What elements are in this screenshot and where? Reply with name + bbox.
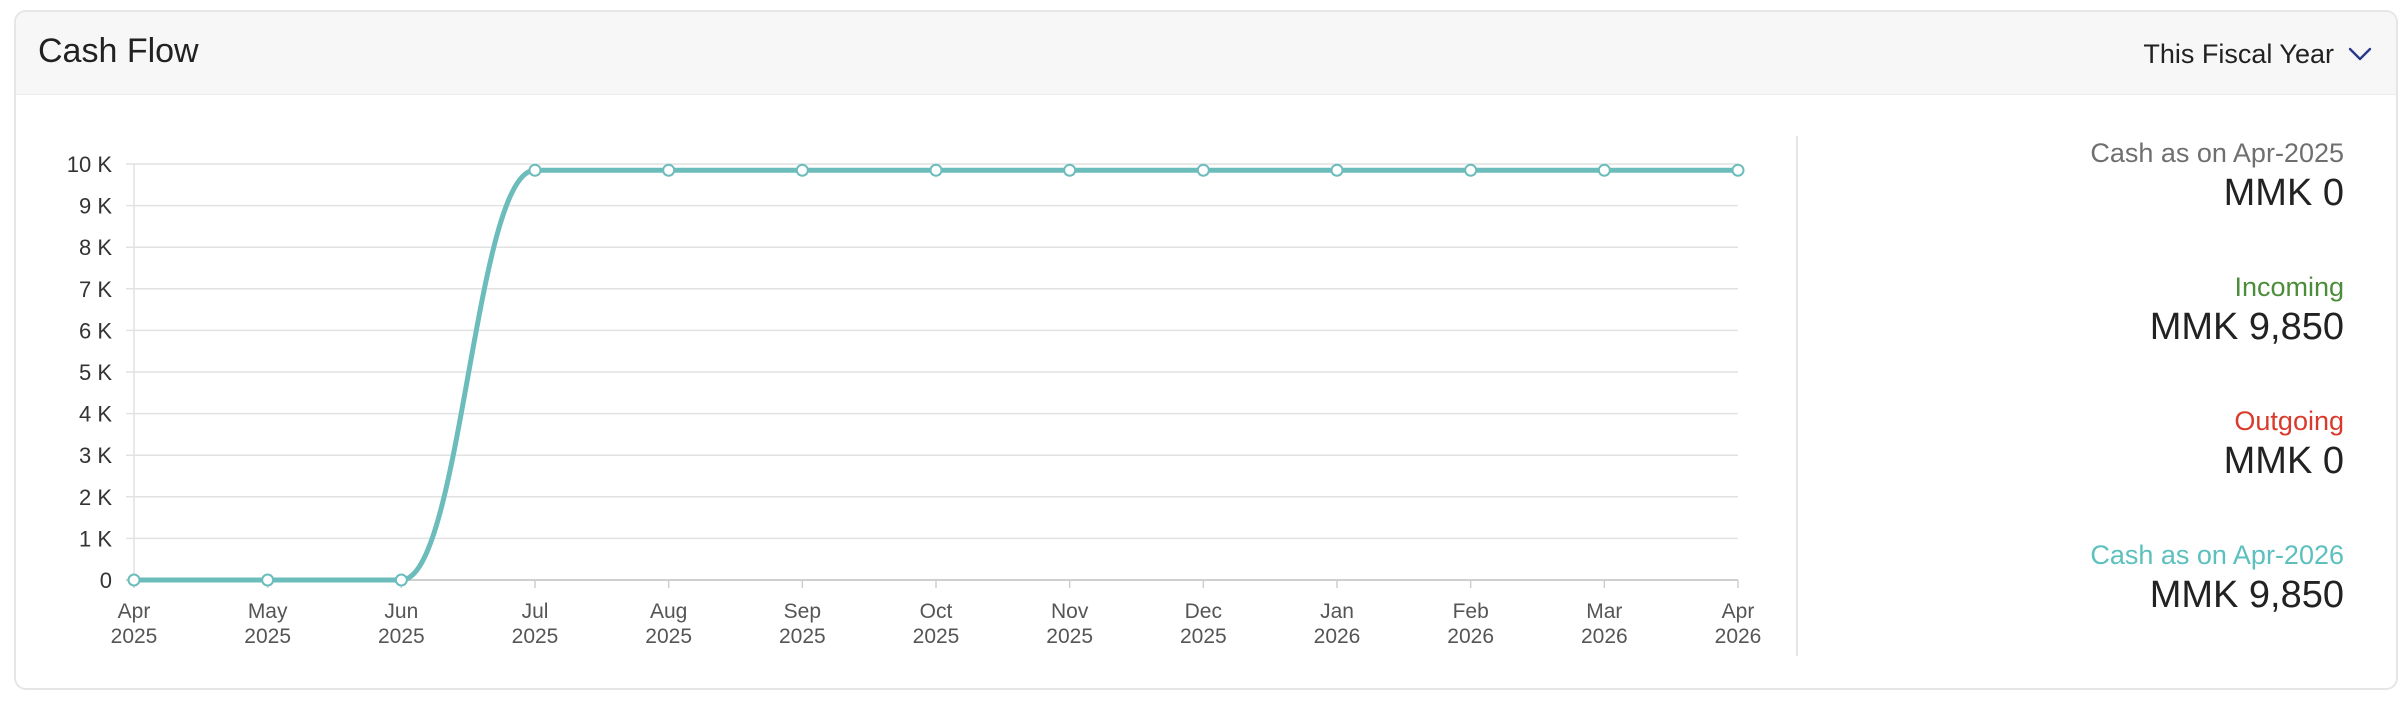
x-tick-month: Aug [650, 600, 687, 623]
x-tick-month: Jul [522, 600, 549, 623]
data-point [1196, 163, 1210, 177]
x-tick-month: Jun [384, 600, 418, 623]
opening-value: MMK 0 [2223, 172, 2344, 214]
data-point [929, 163, 943, 177]
x-tick-year: 2025 [779, 625, 826, 648]
summary-outgoing: Outgoing MMK 0 [1784, 404, 2344, 538]
data-point [662, 163, 676, 177]
summary-opening: Cash as on Apr-2025 MMK 0 [1784, 136, 2344, 270]
outgoing-label: Outgoing [2234, 406, 2344, 436]
data-point [1597, 163, 1611, 177]
y-tick-label: 4 K [79, 402, 112, 427]
x-tick-year: 2025 [1046, 625, 1093, 648]
closing-label: Cash as on Apr-2026 [2090, 540, 2344, 570]
chevron-down-icon [2348, 46, 2372, 62]
data-point [1464, 163, 1478, 177]
x-tick-year: 2026 [1314, 625, 1361, 648]
x-tick-month: Feb [1453, 600, 1489, 623]
y-tick-label: 2 K [79, 485, 112, 510]
data-point [795, 163, 809, 177]
data-point [1063, 163, 1077, 177]
outgoing-value: MMK 0 [2223, 440, 2344, 482]
cash-flow-card: Cash Flow This Fiscal Year 0 1 K 2 K 3 K 4 K… [14, 10, 2398, 690]
opening-label: Cash as on Apr-2025 [2090, 138, 2344, 168]
closing-value: MMK 9,850 [2149, 574, 2344, 616]
x-tick-year: 2025 [244, 625, 291, 648]
x-tick-year: 2025 [378, 625, 425, 648]
period-dropdown-value: This Fiscal Year [2143, 38, 2334, 69]
incoming-label: Incoming [2234, 272, 2344, 302]
summary-closing: Cash as on Apr-2026 MMK 9,850 [1784, 538, 2344, 672]
y-tick-label: 3 K [79, 443, 112, 468]
x-tick-month: Apr [118, 600, 151, 623]
data-point [261, 573, 275, 587]
data-point [1731, 163, 1745, 177]
x-tick-year: 2026 [1447, 625, 1494, 648]
y-tick-label: 6 K [79, 318, 112, 343]
cash-line [131, 167, 1741, 583]
card-title: Cash Flow [38, 32, 199, 70]
series-line [131, 167, 1741, 583]
data-point [1330, 163, 1344, 177]
y-tick-label: 0 [100, 568, 112, 593]
x-tick-month: Oct [920, 600, 953, 623]
x-tick-month: May [248, 600, 288, 623]
data-point [528, 163, 542, 177]
y-tick-label: 7 K [79, 277, 112, 302]
y-tick-label: 1 K [79, 526, 112, 551]
x-tick-year: 2025 [1180, 625, 1227, 648]
chart-svg: 01 K2 K3 K4 K5 K6 K7 K8 K9 K10 K Apr2025… [67, 152, 1762, 648]
data-point [127, 573, 141, 587]
cash-summary: Cash as on Apr-2025 MMK 0 Incoming MMK 9… [1784, 136, 2344, 672]
card-header: Cash Flow This Fiscal Year [16, 12, 2396, 95]
y-tick-label: 5 K [79, 360, 112, 385]
chart-divider [1796, 136, 1798, 656]
y-tick-label: 9 K [79, 194, 112, 219]
incoming-value: MMK 9,850 [2149, 306, 2344, 348]
x-tick-month: Jan [1320, 600, 1354, 623]
x-tick-year: 2025 [913, 625, 960, 648]
series-points [127, 163, 1745, 587]
x-tick-month: Mar [1586, 600, 1622, 623]
y-tick-label: 10 K [67, 152, 113, 177]
x-tick-year: 2025 [645, 625, 692, 648]
y-axis-ticks: 0 1 K 2 K 3 K 4 K 5 K 6 K 7 K 8 K 9 K 10 K [67, 152, 113, 593]
x-tick-year: 2025 [512, 625, 559, 648]
period-dropdown[interactable]: This Fiscal Year [2143, 34, 2372, 74]
x-tick-year: 2026 [1581, 625, 1628, 648]
x-axis-ticks: Apr2025May2025Jun2025Jul2025Aug2025Sep20… [111, 580, 1762, 648]
x-tick-month: Dec [1185, 600, 1222, 623]
y-tick-label: 8 K [79, 235, 112, 260]
x-tick-year: 2025 [111, 625, 158, 648]
grid-lines [126, 163, 1738, 581]
summary-incoming: Incoming MMK 9,850 [1784, 270, 2344, 404]
x-tick-year: 2026 [1715, 625, 1762, 648]
x-tick-month: Sep [784, 600, 821, 623]
x-tick-month: Apr [1722, 600, 1755, 623]
data-point [394, 573, 408, 587]
x-tick-month: Nov [1051, 600, 1089, 623]
